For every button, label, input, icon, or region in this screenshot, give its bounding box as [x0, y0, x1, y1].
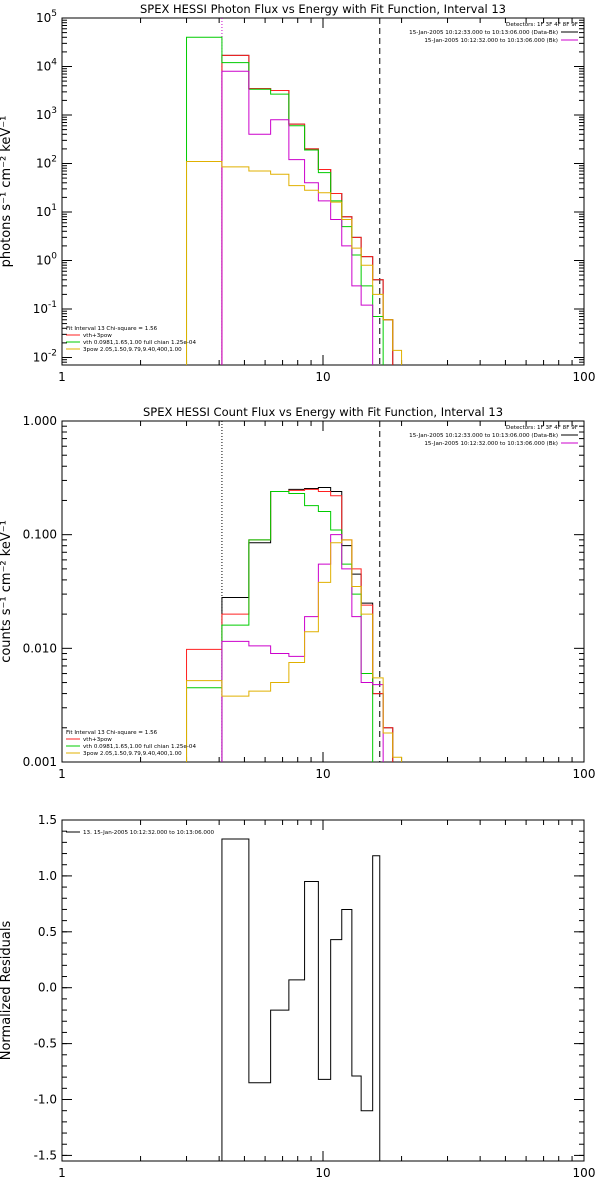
y-tick-exponent: 0	[51, 251, 57, 261]
y-tick-label: 0.5	[38, 925, 57, 939]
x-tick-label: 100	[573, 370, 596, 384]
series-line	[186, 160, 403, 365]
y-tick-label: -0.5	[34, 1037, 57, 1051]
legend-entry: 3pow 2.05,1.50,9.79,9.40,400,1.00	[83, 751, 182, 757]
y-tick-label: 0.010	[23, 641, 57, 655]
series-line	[186, 490, 374, 762]
y-tick-label: 1.000	[23, 414, 57, 428]
legend-entry: Fit Interval 13 Chi-square = 1.56	[66, 730, 158, 736]
y-tick-label: -1.5	[34, 1148, 57, 1162]
y-axis-label: photons s⁻¹ cm⁻² keV⁻¹	[0, 116, 14, 268]
y-tick-exponent: 2	[51, 154, 57, 164]
x-tick-label: 1	[58, 370, 66, 384]
legend-entry: Fit Interval 13 Chi-square = 1.56	[66, 326, 158, 332]
legend-entry: 15-Jan-2005 10:12:33.000 to 10:13:06.000…	[409, 30, 558, 36]
x-tick-label: 1	[58, 767, 66, 781]
y-tick-label: 0.001	[23, 755, 57, 769]
y-tick-label: 1.0	[38, 869, 57, 883]
series-line	[221, 534, 384, 762]
y-axis-label: counts s⁻¹ cm⁻² keV⁻¹	[0, 520, 14, 663]
y-axis-label: Normalized Residuals	[0, 921, 14, 1061]
legend-entry: Detectors: 1F 3F 4F 8F 9F	[506, 425, 578, 431]
legend-entry: 15-Jan-2005 10:12:32.000 to 10:13:06.000…	[424, 38, 558, 44]
x-tick-label: 10	[315, 767, 330, 781]
y-tick-exponent: 3	[51, 106, 57, 116]
chart-title: SPEX HESSI Count Flux vs Energy with Fit…	[143, 405, 503, 419]
y-tick-exponent: -1	[48, 300, 57, 310]
x-tick-label: 100	[573, 767, 596, 781]
legend-entry: 15-Jan-2005 10:12:32.000 to 10:13:06.000…	[424, 441, 558, 447]
legend-entry: vth+3pow	[83, 737, 112, 743]
legend-entry: vth 0.0981,1.65,1.00 full chian 1.25e-04	[83, 744, 196, 750]
legend-entry: vth 0.0981,1.65,1.00 full chian 1.25e-04	[83, 340, 196, 346]
y-tick-exponent: 4	[51, 57, 57, 67]
panel-3: Normalized Residuals 1 10 100 -1.5 -1.0 -0.5 0.…	[0, 813, 595, 1180]
legend-entry: vth+3pow	[83, 333, 112, 339]
panel-1: SPEX HESSI Photon Flux vs Energy with Fi…	[0, 2, 595, 384]
legend-entry: 15-Jan-2005 10:12:33.000 to 10:13:06.000…	[409, 433, 558, 439]
y-tick-label: 0.100	[23, 528, 57, 542]
x-tick-label: 100	[573, 1166, 596, 1180]
x-tick-label: 10	[315, 1166, 330, 1180]
y-tick-label: 0.0	[38, 981, 57, 995]
series-line	[221, 838, 381, 1161]
panel-2: SPEX HESSI Count Flux vs Energy with Fit…	[0, 405, 595, 781]
y-tick-exponent: -2	[48, 348, 57, 358]
series-line	[186, 539, 403, 762]
y-tick-exponent: 5	[51, 9, 57, 19]
series-line	[186, 36, 384, 365]
chart-title: SPEX HESSI Photon Flux vs Energy with Fi…	[140, 2, 506, 16]
x-tick-label: 10	[315, 370, 330, 384]
y-tick-label: 1.5	[38, 813, 57, 827]
y-tick-exponent: 1	[51, 203, 57, 213]
y-tick-label: -1.0	[34, 1093, 57, 1107]
legend-entry: 3pow 2.05,1.50,9.79,9.40,400,1.00	[83, 347, 182, 353]
legend-entry: 13. 15-Jan-2005 10:12:32.000 to 10:13:06…	[83, 830, 215, 836]
x-tick-label: 1	[58, 1166, 66, 1180]
legend-entry: Detectors: 1F 3F 4F 8F 9F	[506, 22, 578, 28]
